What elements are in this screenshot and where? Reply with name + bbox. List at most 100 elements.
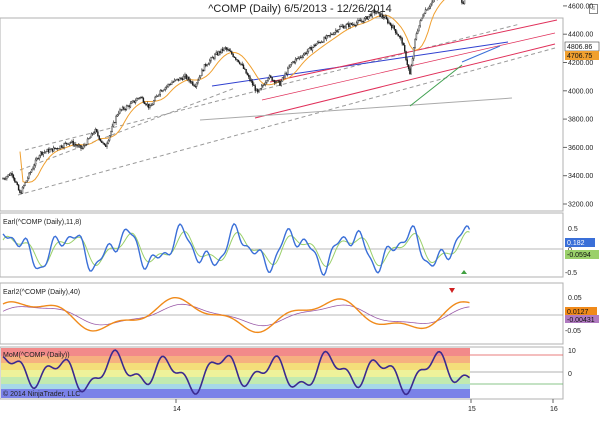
price-bar [384, 14, 386, 19]
price-bar [86, 137, 89, 146]
price-bar [294, 57, 297, 65]
price-bar [33, 163, 35, 171]
price-bar [111, 123, 113, 133]
lower-dashed-channel-line[interactable] [17, 47, 556, 196]
price-bar [430, 3, 432, 10]
earl2-panel[interactable]: Earl2(^COMP (Daily),40) 0.05 0 -0.05 0.0… [0, 282, 599, 345]
price-axis-label: 4600.00 [568, 3, 593, 10]
price-bar [296, 57, 298, 62]
price-bar [47, 147, 50, 154]
price-bar [249, 74, 251, 83]
price-panel[interactable]: 5000.004800.004600.004400.004200.004000.… [0, 0, 600, 212]
upper-dashed-channel-line[interactable] [24, 23, 521, 151]
price-bar [99, 138, 102, 143]
price-bar [49, 147, 51, 153]
price-bar [297, 56, 299, 60]
price-bar [238, 60, 241, 65]
gray-support-line[interactable] [199, 97, 513, 121]
price-bar [385, 14, 388, 20]
x-axis: 14 15 16 [173, 399, 558, 413]
price-bar [29, 171, 31, 176]
mid-dashed-channel-line[interactable] [19, 87, 236, 171]
blue-resistance-line[interactable] [211, 41, 509, 87]
price-bar [267, 77, 269, 82]
price-bar [13, 177, 16, 183]
price-bar [21, 185, 24, 194]
price-bar [103, 142, 106, 146]
price-bar [27, 176, 29, 183]
price-bar [277, 80, 280, 83]
price-bar [424, 7, 427, 15]
price-bar [333, 31, 336, 36]
price-bar [324, 35, 327, 40]
mom-line[interactable] [2, 349, 470, 396]
price-bar [107, 139, 110, 145]
green-trend-line[interactable] [409, 64, 463, 107]
red-channel-lower-line[interactable] [254, 43, 556, 119]
expand-icon[interactable]: ≡ [589, 4, 598, 14]
mom-panel[interactable]: MoM(^COMP (Daily)) 10 0 © 2014 NinjaTrad… [0, 346, 576, 400]
earl2-main-tag: 0.0127 [565, 307, 597, 316]
price-bar [189, 78, 191, 84]
earl-signal-tag: -0.0594 [565, 250, 599, 259]
earl-main-line[interactable] [2, 222, 471, 277]
price-bar [315, 43, 317, 47]
price-bar [220, 48, 223, 54]
price-bar [84, 142, 86, 148]
price-bar [117, 110, 120, 117]
price-bar [197, 78, 199, 85]
price-bar [242, 63, 245, 70]
price-bar [8, 172, 11, 176]
price-bar [41, 150, 43, 157]
price-axis-label: 4200.00 [568, 60, 593, 67]
price-bar [121, 105, 124, 111]
price-bar [2, 177, 4, 180]
price-axis-label: 3200.00 [568, 202, 593, 209]
price-bar [78, 143, 81, 148]
price-bar [303, 52, 306, 57]
price-bar [298, 56, 301, 61]
price-bar [112, 120, 115, 128]
price-moving-average-line[interactable] [19, 0, 470, 183]
price-bar [366, 16, 368, 20]
price-bar [25, 180, 28, 183]
price-bar [326, 34, 328, 42]
price-bar [207, 62, 210, 66]
price-bar [275, 80, 277, 85]
earl-panel[interactable]: Earl(^COMP (Daily),11,8) 0.5 0 -0.5 0.18… [0, 212, 599, 278]
price-bar [376, 11, 379, 14]
price-bar [7, 174, 9, 178]
price-bar [169, 82, 172, 86]
blue-short-line[interactable] [461, 45, 501, 63]
price-bar [415, 31, 418, 41]
price-bar [344, 25, 346, 29]
price-bar [383, 15, 385, 21]
price-bar [258, 89, 260, 93]
price-bar [362, 20, 364, 24]
price-bar [168, 83, 171, 87]
price-bar [140, 96, 142, 100]
earl2-main-line[interactable] [2, 296, 470, 334]
earl2-signal-line[interactable] [2, 303, 470, 327]
price-bar [462, 1, 464, 5]
price-bar [53, 145, 55, 152]
price-axis-label: 3800.00 [568, 117, 593, 124]
price-bar [241, 61, 243, 66]
price-bar [91, 133, 94, 136]
price-bar [32, 166, 34, 171]
price-bar [223, 47, 225, 52]
price-bar [134, 98, 137, 105]
price-bar [407, 64, 410, 71]
price-bar [34, 157, 37, 168]
price-bar [136, 97, 138, 102]
price-bar [115, 114, 117, 125]
price-bar [340, 23, 342, 28]
price-bar [146, 101, 149, 108]
price-bar [332, 32, 334, 36]
price-bars[interactable] [2, 0, 471, 194]
price-axis: 5000.004800.004600.004400.004200.004000.… [568, 3, 593, 209]
price-bar [346, 22, 349, 25]
price-bar [409, 66, 411, 75]
price-bar [143, 100, 146, 105]
